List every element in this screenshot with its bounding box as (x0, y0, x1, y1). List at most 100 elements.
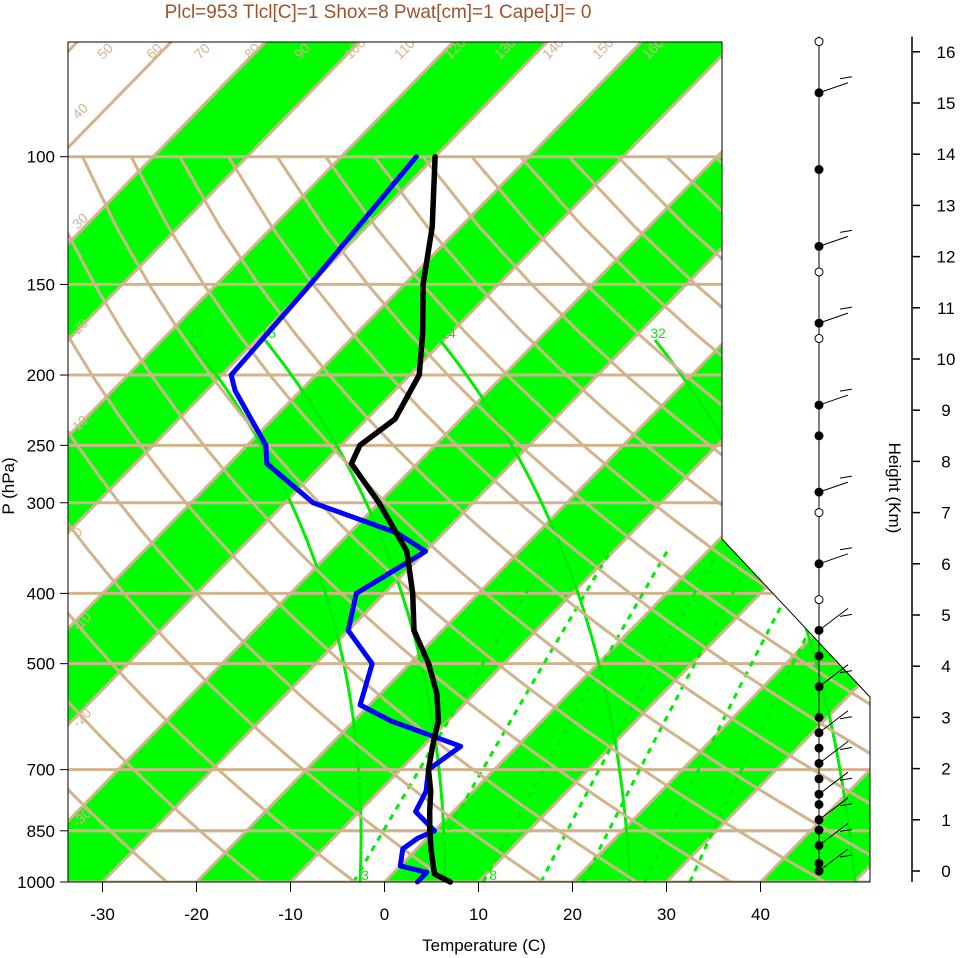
height-tick-label: 14 (937, 145, 956, 164)
height-tick-label: 15 (937, 94, 956, 113)
pressure-axis: 100 150 200 250 300 400 500 700 850 1000 (17, 42, 69, 892)
wind-marker (814, 825, 824, 835)
pressure-tick-label: 400 (27, 584, 55, 603)
wind-marker (814, 318, 824, 328)
mixing-ratio-label: 12 (188, 325, 204, 341)
dry-adiabat-line (227, 155, 870, 882)
wind-marker (814, 508, 824, 518)
isotherm-line (949, 0, 961, 882)
temperature-tick-label: 40 (751, 905, 770, 924)
temperature-tick-label: 30 (657, 905, 676, 924)
wind-barb-flag (839, 229, 853, 233)
temperature-band (196, 42, 870, 882)
wind-marker (814, 400, 824, 410)
wind-barb (818, 771, 849, 795)
pressure-tick-label: 100 (27, 148, 55, 167)
temperature-tick-label: -10 (278, 905, 303, 924)
isotherm-line (68, 42, 419, 882)
wind-barb-flag (839, 388, 853, 392)
temperature-tick-label: 10 (469, 905, 488, 924)
dry-adiabat-line (68, 156, 262, 882)
wind-marker (814, 815, 824, 825)
wind-marker (814, 840, 824, 850)
moist-adiabat-line (438, 339, 632, 882)
isotherm-line (477, 42, 870, 882)
isotherm-label: 10 (729, 338, 751, 360)
wind-barb-flag (839, 670, 853, 674)
wind-barb (818, 848, 849, 872)
isotherm-line (571, 42, 870, 882)
mixing-ratio-label: 8 (489, 867, 497, 883)
wind-barb-flag (839, 854, 853, 858)
wind-barb-flag (839, 777, 853, 781)
mixing-ratio-line (581, 550, 757, 882)
wind-marker (814, 743, 824, 753)
isotherm-label: 30 (847, 640, 869, 662)
moist-adiabat-line (263, 339, 447, 882)
temperature-tick-label: 20 (563, 905, 582, 924)
wind-barb-flag (839, 475, 853, 479)
wind-marker (814, 595, 824, 605)
x-axis-label: Temperature (C) (422, 936, 546, 955)
temperature-axis: -30 -20 -10 0 10 20 30 40 (90, 881, 770, 924)
height-tick-label: 12 (937, 248, 956, 267)
wind-barb-flag (839, 803, 853, 807)
mixing-ratio-line (481, 550, 669, 882)
moist-adiabat-line (188, 339, 363, 882)
dry-adiabat-line (421, 155, 870, 882)
height-tick-label: 2 (941, 760, 950, 779)
height-tick-label: 8 (941, 452, 950, 471)
dry-adiabat-line (68, 156, 450, 882)
pressure-tick-label: 850 (27, 822, 55, 841)
mixing-ratio-lines (188, 339, 857, 882)
height-tick-label: 1 (941, 811, 950, 830)
wind-barb-flag (839, 306, 853, 310)
wind-marker (814, 799, 824, 809)
pressure-tick-label: 700 (27, 761, 55, 780)
dry-adiabat-line (68, 156, 544, 882)
dry-adiabat-line (68, 156, 356, 882)
temperature-band (384, 42, 870, 882)
wind-marker (814, 774, 824, 784)
isotherm-line (68, 42, 795, 882)
y-axis-label: P (hPa) (0, 457, 18, 514)
dry-adiabat-line (68, 156, 732, 882)
mixing-ratio-label: 32 (650, 325, 666, 341)
wind-barb-flag (839, 746, 853, 750)
isotherm-line (68, 42, 607, 882)
wind-barb-flag (839, 547, 853, 551)
wind-marker (814, 866, 824, 876)
wind-marker (814, 712, 824, 722)
wind-barb (818, 235, 849, 247)
isotherm-label: 0 (729, 455, 746, 472)
dry-adiabat-line (373, 155, 870, 882)
height-tick-label: 0 (941, 862, 950, 881)
mixing-ratio-line (539, 550, 720, 882)
wind-barb (818, 312, 849, 324)
mixing-ratio-label: 3 (361, 867, 369, 883)
isotherm-line (68, 42, 513, 882)
temperature-profile-line (348, 153, 454, 885)
wind-marker (814, 165, 824, 175)
wind-barb (818, 823, 849, 846)
dry-adiabat-line (68, 156, 168, 882)
wind-marker (814, 728, 824, 738)
wind-barb (818, 394, 849, 406)
mixing-ratio-line (688, 550, 851, 882)
height-tick-label: 6 (941, 555, 950, 574)
isotherm-label: 30 (729, 120, 751, 142)
pressure-tick-label: 500 (27, 655, 55, 674)
dry-adiabat-line (178, 155, 870, 882)
wind-marker (814, 559, 824, 569)
temperature-band (68, 42, 418, 882)
temperature-tick-label: -30 (90, 905, 115, 924)
wind-barb (818, 553, 849, 565)
wind-marker (814, 858, 824, 868)
height-tick-label: 5 (941, 606, 950, 625)
wind-barb (818, 710, 849, 734)
height-axis-label: Height (Km) (885, 443, 904, 534)
height-tick-label: 3 (941, 708, 950, 727)
height-tick-label: 16 (937, 43, 956, 62)
wind-marker (814, 625, 824, 635)
chart-title: Plcl=953 Tlcl[C]=1 Shox=8 Pwat[cm]=1 Cap… (165, 2, 592, 23)
